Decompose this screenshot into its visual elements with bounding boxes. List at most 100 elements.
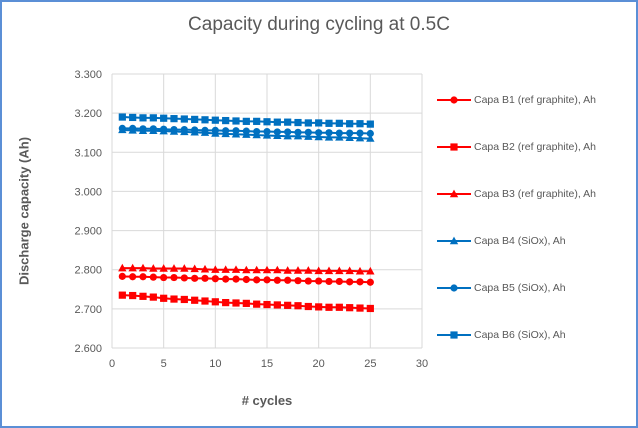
data-point <box>335 119 343 127</box>
series-2 <box>118 291 374 313</box>
data-point <box>273 276 281 284</box>
data-point <box>273 118 281 126</box>
data-point <box>283 131 292 140</box>
data-point <box>211 116 219 124</box>
legend-label: Capa B2 (ref graphite), Ah <box>474 141 596 153</box>
data-point <box>345 266 354 275</box>
legend-label: Capa B3 (ref graphite), Ah <box>474 188 596 200</box>
data-point <box>346 304 354 312</box>
x-axis-label: # cycles <box>241 393 293 408</box>
data-point <box>284 128 292 136</box>
data-point <box>160 294 168 302</box>
legend-label: Capa B5 (SiOx), Ah <box>474 282 566 294</box>
data-point <box>129 291 137 300</box>
data-point <box>138 263 148 272</box>
legend-marker <box>449 236 459 245</box>
data-point <box>356 278 364 286</box>
data-point <box>294 302 302 310</box>
legend-item: Capa B6 (SiOx), Ah <box>436 327 566 343</box>
data-point <box>263 300 271 309</box>
data-point <box>284 118 292 126</box>
data-point <box>211 265 220 273</box>
data-point <box>324 266 334 275</box>
x-tick-label: 15 <box>261 358 273 370</box>
data-point <box>273 128 281 136</box>
data-point <box>242 117 250 125</box>
data-point <box>366 120 374 128</box>
legend-item: Capa B5 (SiOx), Ah <box>436 280 566 296</box>
data-point <box>232 275 240 283</box>
data-point <box>366 304 374 313</box>
data-point <box>325 277 333 286</box>
data-point <box>170 273 178 282</box>
legend-item: Capa B3 (ref graphite), Ah <box>436 186 596 202</box>
data-point <box>315 277 323 285</box>
data-point <box>315 303 323 311</box>
data-point <box>335 129 343 137</box>
data-point <box>211 126 219 134</box>
data-point <box>325 129 333 137</box>
x-tick-label: 10 <box>209 358 221 370</box>
data-point <box>253 117 261 125</box>
data-point <box>169 264 179 272</box>
data-point <box>324 133 334 141</box>
series-1 <box>118 272 374 286</box>
legend-label: Capa B1 (ref graphite), Ah <box>474 94 596 106</box>
y-tick-label: 3.200 <box>74 108 102 120</box>
data-point <box>366 134 375 142</box>
legend-marker <box>450 143 458 151</box>
data-point <box>252 265 261 274</box>
legend-swatch-square-icon <box>437 143 471 151</box>
y-tick-label: 2.600 <box>74 343 102 355</box>
data-point <box>118 291 126 299</box>
data-point <box>325 303 333 311</box>
data-point <box>262 265 272 274</box>
data-point <box>139 273 147 281</box>
y-tick-label: 3.100 <box>74 147 102 159</box>
data-point <box>191 115 199 124</box>
data-point <box>366 278 374 286</box>
chart-title: Capacity during cycling at 0.5C <box>188 14 450 35</box>
data-point <box>180 295 188 304</box>
data-point <box>160 125 168 133</box>
x-tick-label: 0 <box>109 358 115 370</box>
data-point <box>366 266 375 275</box>
data-point <box>232 299 240 307</box>
data-point <box>242 265 251 274</box>
data-point <box>190 264 199 273</box>
data-point <box>201 116 209 124</box>
data-point <box>242 299 250 307</box>
data-point <box>222 116 230 125</box>
legend-marker <box>450 96 458 104</box>
data-point <box>128 263 137 272</box>
tick-labels: 2.600 2.700 2.800 2.900 3.000 3.100 3.200 3.300… <box>74 69 428 370</box>
data-point <box>355 266 365 275</box>
data-point <box>232 127 240 135</box>
data-point <box>170 115 178 123</box>
data-point <box>149 114 157 122</box>
data-point <box>160 273 168 282</box>
data-point <box>355 133 365 142</box>
legend-marker <box>450 331 458 339</box>
data-point <box>356 120 364 128</box>
data-point <box>211 298 219 306</box>
data-point <box>284 276 292 284</box>
data-point <box>315 119 323 127</box>
data-point <box>253 276 261 284</box>
data-point <box>191 274 199 282</box>
legend-swatch-triangle-icon <box>437 189 471 198</box>
data-point <box>356 129 364 137</box>
legend-swatch-triangle-icon <box>437 236 471 245</box>
data-point <box>356 304 364 312</box>
x-tick-label: 25 <box>364 358 376 370</box>
data-point <box>118 272 126 280</box>
data-point <box>335 133 344 141</box>
legend-swatch-circle-icon <box>437 96 471 104</box>
data-point <box>242 275 250 284</box>
data-point <box>231 265 241 273</box>
data-point <box>211 275 219 283</box>
data-point <box>221 265 230 273</box>
data-point <box>118 113 126 121</box>
data-point <box>335 277 343 286</box>
